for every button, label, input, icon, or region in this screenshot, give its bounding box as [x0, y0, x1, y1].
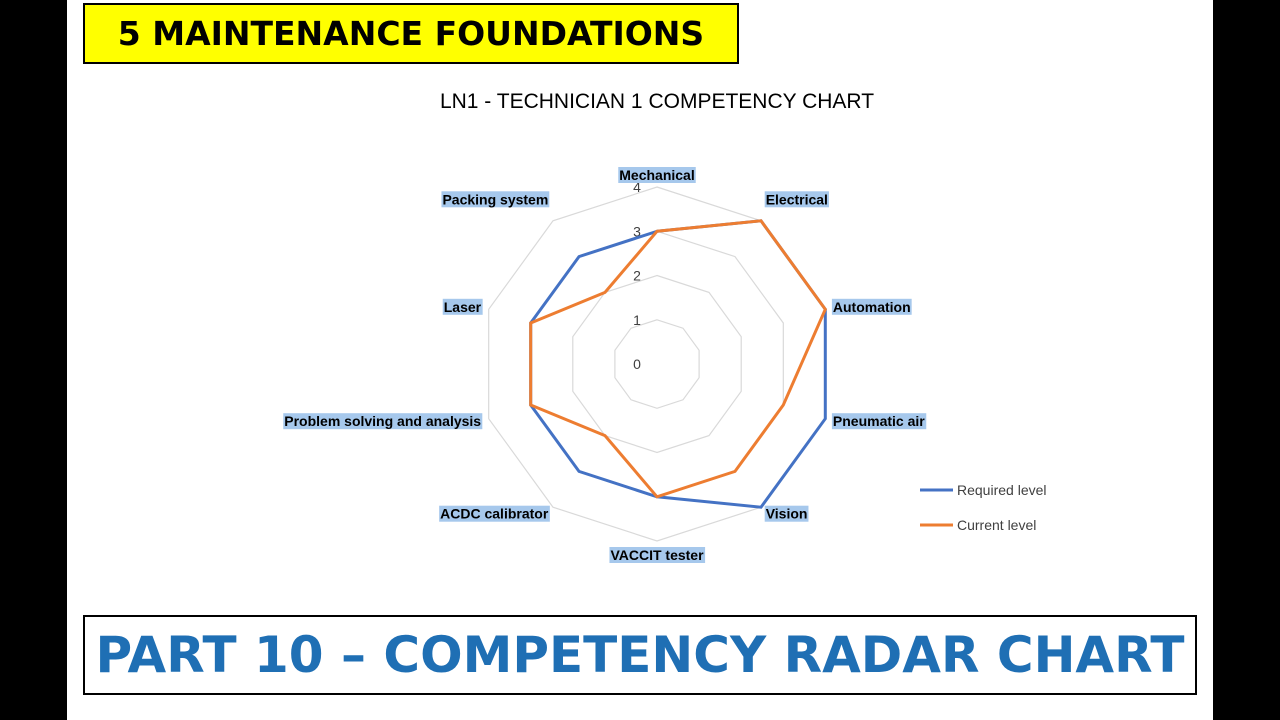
legend-label: Required level [957, 482, 1047, 498]
radar-series [529, 219, 828, 509]
label-highlight [764, 191, 829, 208]
slide-footer: PART 10 – COMPETENCY RADAR CHART [83, 615, 1197, 695]
category-label: VACCIT tester [609, 547, 706, 563]
data-point [760, 220, 762, 222]
data-point [782, 404, 784, 406]
category-text: Mechanical [619, 167, 694, 183]
category-text: VACCIT tester [610, 547, 704, 563]
data-point [656, 230, 658, 232]
slide-background [67, 0, 1213, 720]
category-text: Pneumatic air [833, 413, 925, 429]
data-point [824, 308, 826, 310]
category-label: Electrical [764, 191, 829, 208]
label-highlight [441, 191, 550, 208]
data-point [578, 256, 580, 258]
tick-label: 3 [633, 223, 641, 239]
category-label: Pneumatic air [831, 413, 927, 430]
tick-label: 4 [633, 179, 641, 195]
data-point [734, 470, 736, 472]
legend-label: Current level [957, 517, 1036, 533]
category-text: Vision [766, 506, 808, 522]
label-highlight [831, 413, 927, 430]
legend-entry: Required level [920, 482, 1047, 498]
category-label: Vision [764, 505, 809, 522]
data-point [604, 435, 606, 437]
tick-label: 0 [633, 356, 641, 372]
data-point [604, 291, 606, 293]
data-point [530, 322, 532, 324]
category-text: Packing system [442, 191, 548, 207]
label-highlight [764, 505, 809, 522]
label-highlight [609, 547, 706, 563]
category-label: Problem solving and analysis [283, 413, 483, 430]
grid-ring [614, 319, 700, 409]
chart-legend: Required level Current level [920, 482, 1047, 533]
chart-title: LN1 - TECHNICIAN 1 COMPETENCY CHART [440, 90, 874, 113]
tick-label: 2 [633, 268, 641, 284]
category-label: Laser [442, 298, 483, 315]
category-text: ACDC calibrator [440, 506, 549, 522]
series-line [529, 219, 827, 509]
label-highlight [283, 413, 483, 430]
data-point [824, 418, 826, 420]
label-highlight [831, 298, 912, 315]
category-text: Electrical [766, 191, 828, 207]
radar-tick-labels: 0 1 2 3 4 [633, 179, 641, 372]
tick-label: 1 [633, 312, 641, 328]
data-point [656, 496, 658, 498]
legend-entry: Current level [920, 517, 1036, 533]
data-point [578, 470, 580, 472]
label-highlight [442, 298, 483, 315]
category-label: Mechanical [618, 167, 696, 183]
data-point [530, 404, 532, 406]
label-highlight [618, 167, 696, 183]
label-highlight [439, 505, 550, 522]
category-text: Laser [444, 299, 482, 315]
category-text: Problem solving and analysis [284, 413, 481, 429]
category-label: ACDC calibrator [439, 505, 550, 522]
category-label: Packing system [441, 191, 550, 208]
grid-ring [572, 274, 742, 454]
data-point [760, 506, 762, 508]
category-text: Automation [833, 299, 911, 315]
category-labels: Mechanical Electrical Automation Pneumatic … [283, 167, 927, 563]
category-label: Automation [831, 298, 912, 315]
slide-header: 5 MAINTENANCE FOUNDATIONS [83, 3, 739, 64]
